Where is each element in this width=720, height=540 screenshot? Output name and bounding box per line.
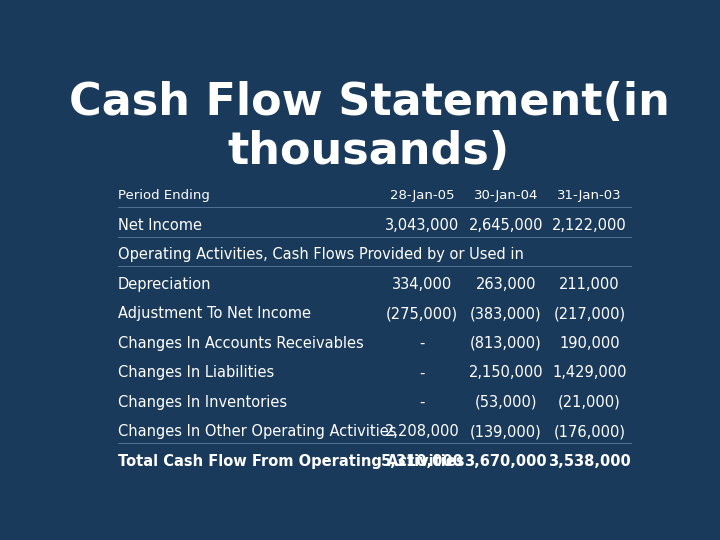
Text: 31-Jan-03: 31-Jan-03 [557, 190, 622, 202]
Text: (217,000): (217,000) [554, 306, 626, 321]
Text: Changes In Inventories: Changes In Inventories [118, 395, 287, 410]
Text: 2,122,000: 2,122,000 [552, 218, 627, 233]
Text: (53,000): (53,000) [474, 395, 537, 410]
Text: (176,000): (176,000) [554, 424, 626, 440]
Text: Depreciation: Depreciation [118, 277, 212, 292]
Text: 334,000: 334,000 [392, 277, 452, 292]
Text: 28-Jan-05: 28-Jan-05 [390, 190, 454, 202]
Text: 3,670,000: 3,670,000 [464, 454, 547, 469]
Text: Operating Activities, Cash Flows Provided by or Used in: Operating Activities, Cash Flows Provide… [118, 247, 523, 262]
Text: -: - [419, 366, 425, 380]
Text: Total Cash Flow From Operating Activities: Total Cash Flow From Operating Activitie… [118, 454, 464, 469]
Text: (383,000): (383,000) [470, 306, 541, 321]
Text: 263,000: 263,000 [475, 277, 536, 292]
Text: 2,208,000: 2,208,000 [384, 424, 459, 440]
Text: (21,000): (21,000) [558, 395, 621, 410]
Text: 1,429,000: 1,429,000 [552, 366, 626, 380]
Text: -: - [419, 336, 425, 351]
Text: Cash Flow Statement(in
thousands): Cash Flow Statement(in thousands) [68, 82, 670, 173]
Text: (813,000): (813,000) [470, 336, 541, 351]
Text: 2,645,000: 2,645,000 [469, 218, 543, 233]
Text: 30-Jan-04: 30-Jan-04 [474, 190, 538, 202]
Text: 190,000: 190,000 [559, 336, 620, 351]
Text: Changes In Accounts Receivables: Changes In Accounts Receivables [118, 336, 364, 351]
Text: 3,538,000: 3,538,000 [548, 454, 631, 469]
Text: 2,150,000: 2,150,000 [469, 366, 543, 380]
Text: Net Income: Net Income [118, 218, 202, 233]
Text: (139,000): (139,000) [470, 424, 541, 440]
Text: 211,000: 211,000 [559, 277, 620, 292]
Text: Changes In Other Operating Activities: Changes In Other Operating Activities [118, 424, 397, 440]
Text: 5,310,000: 5,310,000 [381, 454, 464, 469]
Text: -: - [419, 395, 425, 410]
Text: Adjustment To Net Income: Adjustment To Net Income [118, 306, 311, 321]
Text: (275,000): (275,000) [386, 306, 458, 321]
Text: Changes In Liabilities: Changes In Liabilities [118, 366, 274, 380]
Text: Period Ending: Period Ending [118, 190, 210, 202]
Text: 3,043,000: 3,043,000 [385, 218, 459, 233]
